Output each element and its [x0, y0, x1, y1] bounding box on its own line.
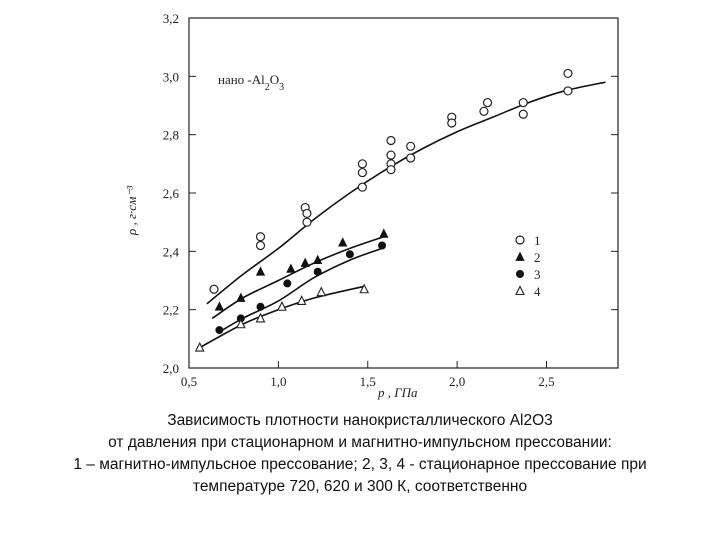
legend-label-4: 4	[534, 284, 541, 299]
data-point-series-3	[283, 279, 292, 288]
y-tick-label: 3,0	[163, 69, 179, 84]
annotation-part: нано -Al	[218, 72, 265, 87]
axis-ticks: 0,5 1,0 1,5 2,0 2,5 2,0 2,2 2,4 2,6 2,8 3,0 3,2	[163, 11, 618, 389]
data-point-series-1	[518, 97, 528, 108]
annotation-nano-al2o3: нано -Al2O3	[218, 72, 284, 93]
x-tick-label: 1,0	[270, 374, 286, 389]
data-point-series-3	[256, 302, 265, 311]
data-point-series-1	[255, 232, 266, 242]
data-point-series-2	[338, 237, 348, 247]
y-tick-label: 3,2	[163, 11, 179, 26]
y-tick-label: 2,0	[163, 361, 179, 376]
data-point-series-1	[255, 240, 266, 251]
plot-border	[188, 17, 619, 369]
x-axis-label: p , ГПа	[377, 385, 418, 400]
fit-curve-series-4	[199, 285, 365, 349]
figure-caption: Зависимость плотности нанокристаллическо…	[0, 410, 720, 498]
caption-line-2: от давления при стационарном и магнитно-…	[108, 434, 612, 451]
legend-marker-1	[515, 235, 525, 245]
data-point-series-1	[302, 217, 312, 227]
data-point-series-4	[235, 318, 246, 329]
data-point-series-1	[563, 86, 573, 96]
legend: 1 2 3 4	[515, 233, 541, 299]
data-point-series-1	[386, 135, 396, 146]
data-point-series-1	[518, 109, 528, 119]
y-tick-label: 2,8	[163, 128, 179, 143]
density-pressure-chart: 0,5 1,0 1,5 2,0 2,52,02,22,42,62,83,03,2 123…	[124, 11, 619, 400]
data-point-series-3	[215, 326, 224, 335]
caption-line-1: Зависимость плотности нанокристаллическо…	[167, 412, 553, 429]
data-point-series-1	[302, 208, 312, 219]
data-point-series-2	[255, 266, 266, 276]
data-point-series-2	[313, 254, 323, 264]
data-point-series-1	[357, 167, 367, 178]
data-point-series-1	[479, 106, 489, 116]
data-point-series-1	[386, 150, 396, 160]
legend-label-1: 1	[534, 233, 541, 248]
x-tick-label: 0,5	[181, 374, 197, 389]
data-point-series-4	[255, 312, 266, 323]
data-point-series-3	[345, 250, 354, 259]
annotation-part: O	[270, 72, 279, 87]
data-point-series-4	[359, 283, 370, 294]
plot-frame	[188, 17, 619, 369]
data-point-series-2	[379, 228, 389, 238]
data-point-series-2	[286, 263, 296, 273]
data-point-series-1	[447, 118, 457, 128]
data-point-series-2	[236, 292, 246, 302]
data-point-series-2	[300, 257, 310, 267]
y-tick-label: 2,2	[163, 303, 179, 318]
data-point-series-4	[194, 341, 205, 352]
data-point-series-4	[296, 295, 307, 305]
annotation-part: 2	[265, 82, 270, 93]
data-point-series-4	[316, 286, 327, 297]
caption-line-4: температуре 720, 620 и 300 К, соответств…	[192, 478, 528, 495]
data-point-series-1	[386, 165, 396, 175]
data-point-series-1	[357, 159, 367, 169]
legend-label-3: 3	[534, 267, 541, 282]
data-point-series-1	[482, 97, 493, 108]
caption-line-3: 1 – магнитно-импульсное прессование; 2, …	[73, 456, 647, 473]
data-point-series-1	[357, 182, 367, 192]
legend-marker-2	[515, 251, 525, 261]
annotation-part: 3	[279, 82, 284, 93]
data-point-series-3	[313, 267, 322, 276]
y-axis-label: ρ , г·см⁻³	[124, 185, 139, 236]
data-point-series-3	[378, 241, 387, 250]
legend-marker-3	[516, 269, 525, 278]
legend-marker-4	[515, 285, 525, 296]
data-point-series-1	[563, 68, 573, 79]
x-tick-label: 2,5	[538, 374, 554, 389]
fit-curve-series-1	[206, 81, 606, 305]
data-point-series-2	[214, 301, 225, 311]
x-tick-label: 2,0	[449, 374, 465, 389]
legend-label-2: 2	[534, 250, 541, 265]
y-tick-label: 2,6	[163, 186, 180, 201]
data-point-series-1	[209, 284, 219, 294]
data-point-series-4	[277, 301, 287, 311]
data-point-series-1	[406, 153, 416, 163]
y-tick-label: 2,4	[163, 244, 180, 259]
data-points	[194, 68, 573, 352]
data-point-series-1	[406, 141, 416, 151]
x-tick-label: 1,5	[360, 374, 376, 389]
